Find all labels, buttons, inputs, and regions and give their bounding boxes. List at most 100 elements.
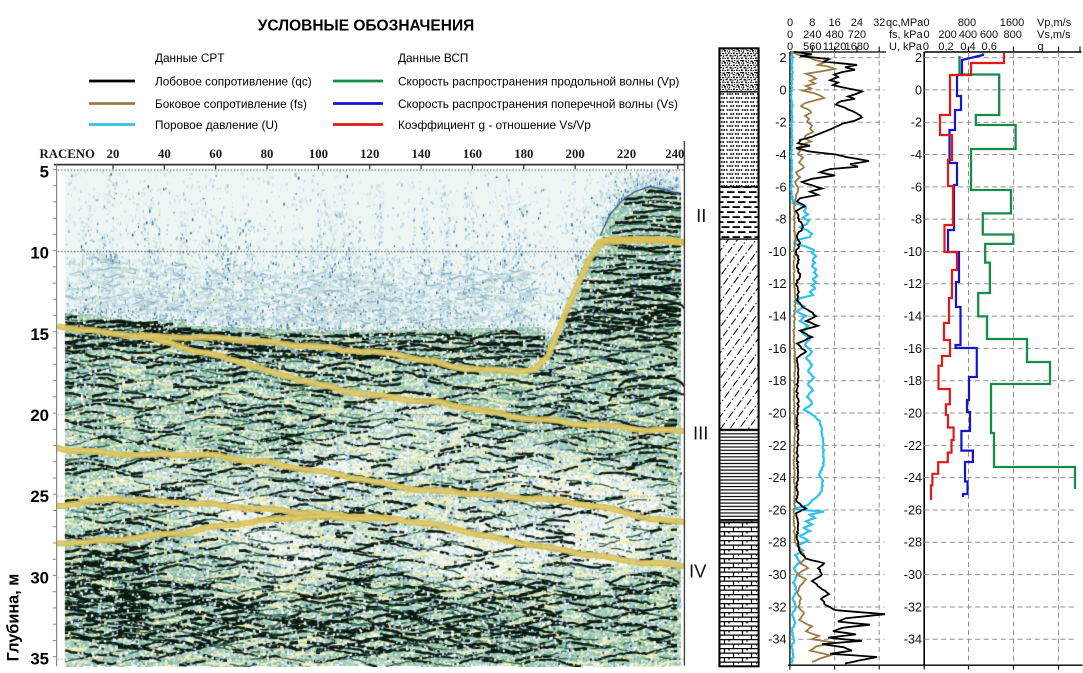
svg-text:30: 30 bbox=[30, 568, 49, 587]
svg-text:120: 120 bbox=[360, 147, 379, 161]
svg-text:480: 480 bbox=[825, 29, 843, 41]
svg-text:-34: -34 bbox=[768, 633, 786, 647]
svg-text:-22: -22 bbox=[768, 439, 786, 453]
svg-text:-16: -16 bbox=[768, 342, 786, 356]
svg-text:-26: -26 bbox=[768, 503, 786, 517]
svg-text:RACENO: RACENO bbox=[40, 147, 96, 161]
svg-text:Vs,m/s: Vs,m/s bbox=[1037, 29, 1071, 41]
svg-text:35: 35 bbox=[30, 650, 49, 669]
svg-text:Скорость распространения продо: Скорость распространения продольной волн… bbox=[398, 75, 679, 89]
svg-text:-12: -12 bbox=[904, 277, 922, 291]
svg-text:-14: -14 bbox=[768, 310, 786, 324]
svg-text:Глубина, м: Глубина, м bbox=[5, 574, 23, 662]
svg-text:240: 240 bbox=[803, 29, 821, 41]
svg-text:-2: -2 bbox=[911, 116, 922, 130]
svg-text:-28: -28 bbox=[768, 536, 786, 550]
svg-text:qc,MPa: qc,MPa bbox=[886, 17, 924, 29]
svg-text:fs, kPa: fs, kPa bbox=[889, 29, 924, 41]
svg-text:5: 5 bbox=[40, 162, 49, 181]
svg-text:0: 0 bbox=[923, 41, 929, 53]
svg-text:800: 800 bbox=[958, 17, 976, 29]
svg-text:Боковое сопротивление (fs): Боковое сопротивление (fs) bbox=[155, 97, 307, 111]
svg-text:-6: -6 bbox=[911, 180, 922, 194]
svg-text:25: 25 bbox=[30, 487, 49, 506]
svg-text:1600: 1600 bbox=[1000, 17, 1024, 29]
svg-text:1120: 1120 bbox=[823, 41, 847, 53]
svg-text:-10: -10 bbox=[904, 245, 922, 259]
svg-text:-18: -18 bbox=[904, 374, 922, 388]
svg-text:15: 15 bbox=[30, 325, 49, 344]
svg-text:III: III bbox=[693, 422, 708, 443]
svg-text:II: II bbox=[696, 205, 706, 226]
svg-text:240: 240 bbox=[665, 147, 684, 161]
svg-text:0,6: 0,6 bbox=[982, 41, 997, 53]
svg-text:Данные ВСП: Данные ВСП bbox=[398, 51, 468, 65]
svg-text:-8: -8 bbox=[911, 213, 922, 227]
svg-text:400: 400 bbox=[959, 29, 977, 41]
svg-text:160: 160 bbox=[463, 147, 482, 161]
svg-text:220: 220 bbox=[617, 147, 636, 161]
svg-text:10: 10 bbox=[30, 244, 49, 263]
svg-text:0,4: 0,4 bbox=[960, 41, 975, 53]
svg-text:IV: IV bbox=[689, 561, 707, 582]
svg-text:-18: -18 bbox=[768, 374, 786, 388]
svg-text:60: 60 bbox=[209, 147, 222, 161]
svg-text:2: 2 bbox=[779, 51, 786, 65]
svg-text:0: 0 bbox=[779, 83, 786, 97]
svg-text:-2: -2 bbox=[775, 116, 786, 130]
svg-text:0: 0 bbox=[924, 17, 930, 29]
svg-text:720: 720 bbox=[848, 29, 866, 41]
svg-text:0: 0 bbox=[924, 29, 930, 41]
svg-text:1680: 1680 bbox=[845, 41, 869, 53]
svg-text:-32: -32 bbox=[904, 600, 922, 614]
svg-text:-20: -20 bbox=[768, 406, 786, 420]
svg-text:180: 180 bbox=[514, 147, 533, 161]
svg-text:Лобовое сопротивление (qc): Лобовое сопротивление (qc) bbox=[155, 75, 312, 89]
svg-text:600: 600 bbox=[980, 29, 998, 41]
svg-text:0: 0 bbox=[915, 83, 922, 97]
svg-text:Данные CPT: Данные CPT bbox=[155, 51, 225, 65]
svg-text:200: 200 bbox=[938, 29, 956, 41]
svg-text:Скорость распространения попер: Скорость распространения поперечной волн… bbox=[398, 97, 678, 111]
svg-text:-32: -32 bbox=[768, 600, 786, 614]
svg-text:Коэффициент g - отношение Vs/: Коэффициент g - отношение Vs/Vp bbox=[398, 118, 591, 132]
svg-text:-30: -30 bbox=[904, 568, 922, 582]
svg-text:40: 40 bbox=[158, 147, 171, 161]
svg-text:УСЛОВНЫЕ ОБОЗНАЧЕНИЯ: УСЛОВНЫЕ ОБОЗНАЧЕНИЯ bbox=[258, 18, 474, 35]
svg-text:-20: -20 bbox=[904, 406, 922, 420]
svg-text:-24: -24 bbox=[904, 471, 922, 485]
svg-text:-8: -8 bbox=[775, 213, 786, 227]
svg-text:-24: -24 bbox=[768, 471, 786, 485]
svg-text:20: 20 bbox=[107, 147, 120, 161]
svg-text:-12: -12 bbox=[768, 277, 786, 291]
svg-text:-4: -4 bbox=[775, 148, 786, 162]
svg-text:-10: -10 bbox=[768, 245, 786, 259]
svg-text:16: 16 bbox=[828, 17, 840, 29]
svg-text:200: 200 bbox=[566, 147, 585, 161]
svg-text:32: 32 bbox=[873, 17, 885, 29]
svg-text:24: 24 bbox=[851, 17, 863, 29]
svg-text:-16: -16 bbox=[904, 342, 922, 356]
svg-text:80: 80 bbox=[261, 147, 274, 161]
svg-text:140: 140 bbox=[411, 147, 430, 161]
svg-text:Поровое давление (U): Поровое давление (U) bbox=[155, 118, 278, 132]
svg-text:20: 20 bbox=[30, 406, 49, 425]
svg-text:-6: -6 bbox=[775, 180, 786, 194]
svg-text:-14: -14 bbox=[904, 310, 922, 324]
svg-text:-28: -28 bbox=[904, 536, 922, 550]
svg-text:g: g bbox=[1037, 41, 1043, 53]
svg-text:2: 2 bbox=[915, 51, 922, 65]
svg-text:800: 800 bbox=[1004, 29, 1022, 41]
svg-text:U, kPa: U, kPa bbox=[889, 41, 923, 53]
svg-text:560: 560 bbox=[803, 41, 821, 53]
svg-text:Vp,m/s: Vp,m/s bbox=[1037, 17, 1072, 29]
svg-text:-26: -26 bbox=[904, 503, 922, 517]
svg-text:8: 8 bbox=[809, 17, 815, 29]
svg-text:0: 0 bbox=[787, 41, 793, 53]
svg-text:-34: -34 bbox=[904, 633, 922, 647]
svg-text:-4: -4 bbox=[911, 148, 922, 162]
svg-text:-30: -30 bbox=[768, 568, 786, 582]
svg-text:0: 0 bbox=[787, 17, 793, 29]
svg-text:0: 0 bbox=[787, 29, 793, 41]
svg-text:100: 100 bbox=[309, 147, 328, 161]
